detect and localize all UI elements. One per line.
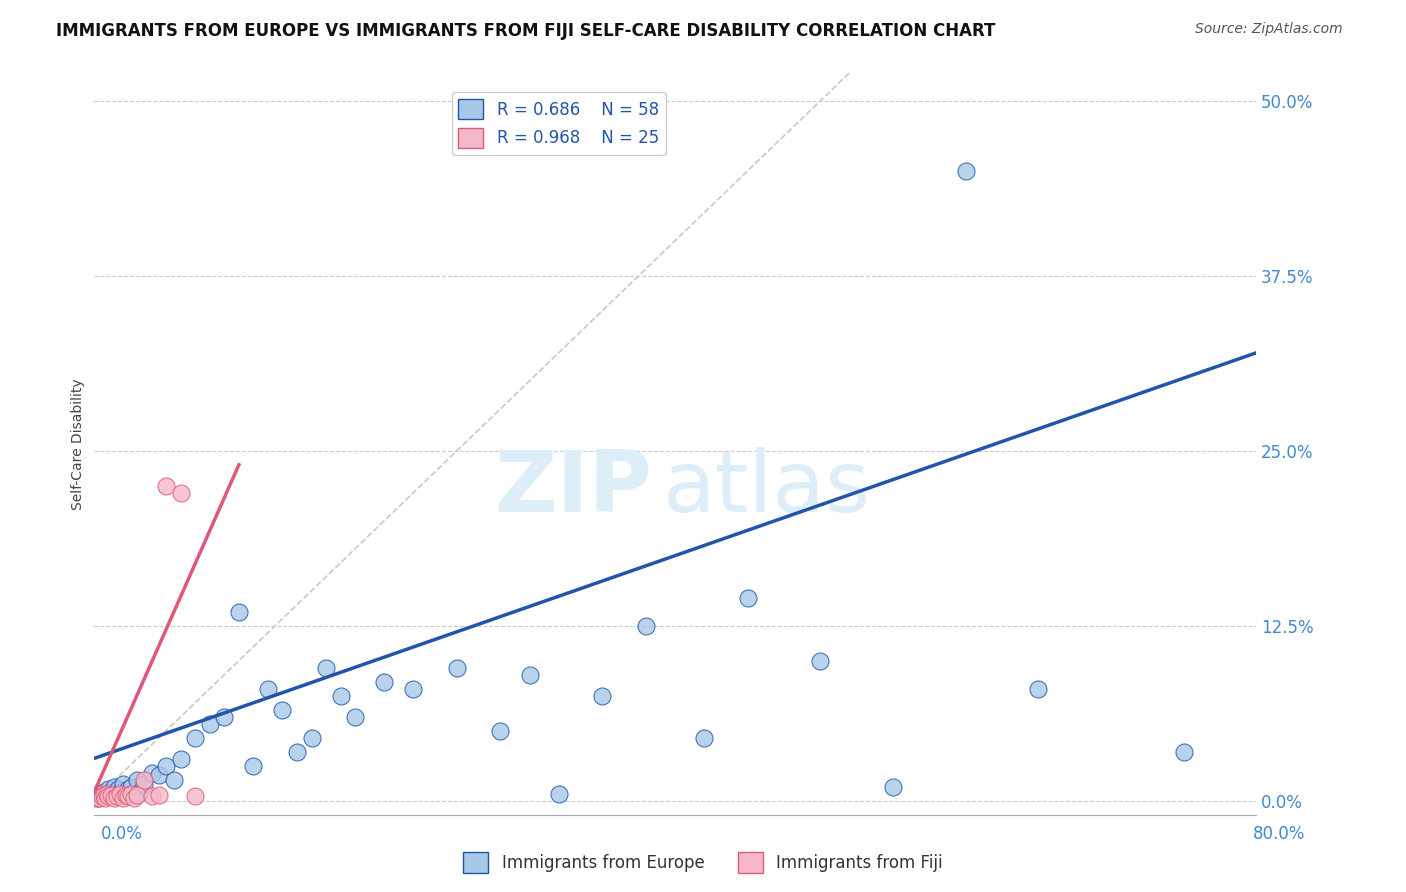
Text: atlas: atlas [664, 447, 872, 530]
Point [94, 790, 117, 805]
Point [107, 782, 129, 797]
Point [489, 723, 512, 738]
Point [100, 788, 122, 802]
Text: Source: ZipAtlas.com: Source: ZipAtlas.com [1195, 22, 1343, 37]
Point [141, 789, 163, 804]
Point [103, 780, 125, 794]
Point [93, 785, 115, 799]
Point [91, 789, 114, 804]
Point [105, 789, 128, 804]
Point [97, 789, 120, 804]
Point [329, 689, 352, 703]
Point [97, 782, 120, 797]
Point [170, 485, 193, 500]
Point [591, 689, 613, 703]
Y-axis label: Self-Care Disability: Self-Care Disability [72, 378, 86, 509]
Point [242, 758, 264, 772]
Point [87, 789, 110, 804]
Text: ZIP: ZIP [494, 447, 651, 530]
Point [129, 785, 152, 799]
Point [184, 789, 207, 804]
Point [402, 681, 425, 696]
Point [98, 789, 121, 804]
Point [110, 785, 132, 799]
Point [127, 788, 149, 802]
Point [257, 681, 280, 696]
Text: 0.0%: 0.0% [101, 825, 143, 843]
Point [214, 709, 236, 723]
Point [96, 787, 118, 801]
Point [162, 772, 184, 787]
Point [1173, 745, 1195, 759]
Point [120, 780, 142, 794]
Point [127, 772, 149, 787]
Point [228, 605, 250, 619]
Text: IMMIGRANTS FROM EUROPE VS IMMIGRANTS FROM FIJI SELF-CARE DISABILITY CORRELATION : IMMIGRANTS FROM EUROPE VS IMMIGRANTS FRO… [56, 22, 995, 40]
Point [808, 654, 831, 668]
Point [170, 751, 193, 765]
Point [155, 479, 177, 493]
Point [955, 164, 977, 178]
Point [90, 788, 112, 802]
Point [634, 618, 657, 632]
Point [111, 777, 134, 791]
Point [105, 789, 128, 804]
Point [198, 716, 221, 731]
Point [101, 788, 124, 802]
Point [94, 788, 117, 802]
Point [446, 660, 468, 674]
Point [86, 789, 108, 804]
Point [547, 787, 569, 801]
Point [89, 790, 111, 805]
Point [89, 787, 111, 801]
Point [148, 768, 170, 782]
Point [108, 787, 131, 801]
Legend: R = 0.686    N = 58, R = 0.968    N = 25: R = 0.686 N = 58, R = 0.968 N = 25 [451, 93, 665, 155]
Point [693, 731, 716, 745]
Point [155, 758, 177, 772]
Point [141, 765, 163, 780]
Point [104, 787, 127, 801]
Point [117, 782, 139, 797]
Point [737, 591, 759, 605]
Point [86, 790, 108, 805]
Point [103, 790, 125, 805]
Point [134, 777, 156, 791]
Point [117, 789, 139, 804]
Point [108, 788, 131, 802]
Point [122, 788, 145, 802]
Point [301, 731, 323, 745]
Point [373, 674, 395, 689]
Point [344, 709, 367, 723]
Point [271, 703, 294, 717]
Point [114, 787, 136, 801]
Point [882, 780, 904, 794]
Point [285, 745, 308, 759]
Point [519, 667, 541, 681]
Point [90, 787, 112, 801]
Point [96, 787, 118, 801]
Point [87, 790, 110, 805]
Point [1026, 681, 1049, 696]
Point [148, 788, 170, 802]
Text: 80.0%: 80.0% [1253, 825, 1305, 843]
Legend: Immigrants from Europe, Immigrants from Fiji: Immigrants from Europe, Immigrants from … [457, 846, 949, 880]
Point [114, 788, 136, 802]
Point [111, 790, 134, 805]
Point [120, 787, 142, 801]
Point [100, 785, 122, 799]
Point [315, 660, 337, 674]
Point [134, 772, 156, 787]
Point [184, 731, 207, 745]
Point [91, 789, 114, 804]
Point [93, 788, 115, 802]
Point [122, 790, 145, 805]
